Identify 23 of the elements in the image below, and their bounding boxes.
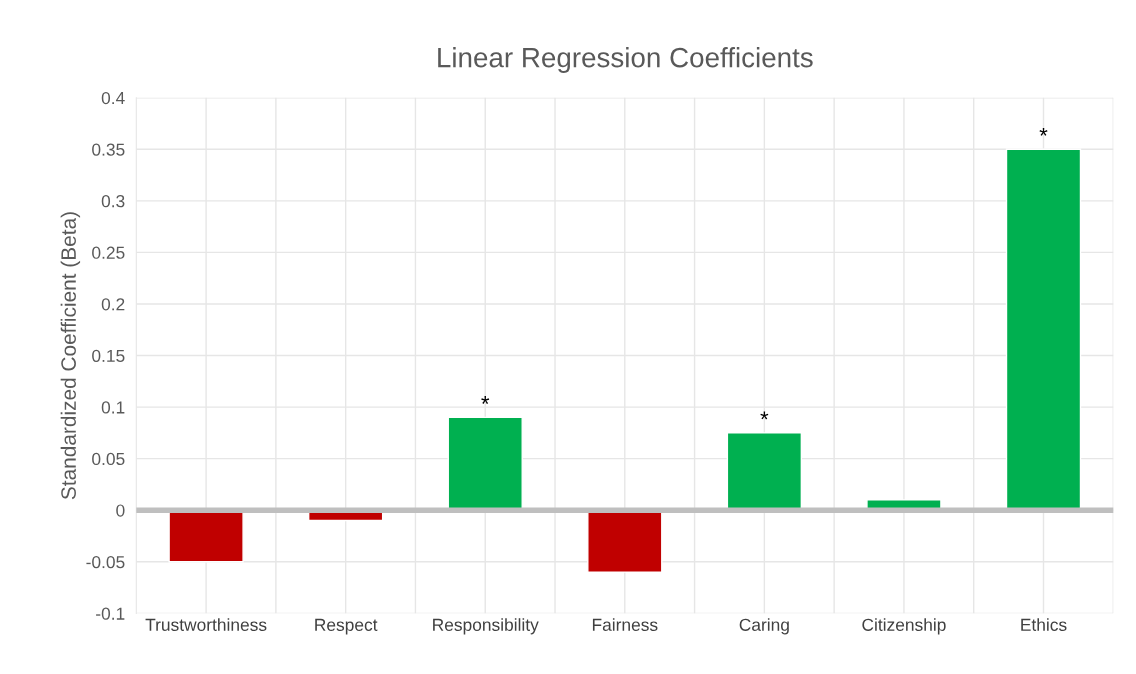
y-axis-title: Standardized Coefficient (Beta) xyxy=(60,212,81,500)
annotation: * xyxy=(1039,128,1048,136)
y-tick-label: 0 xyxy=(116,504,125,517)
y-tick-label: 0.4 xyxy=(101,91,125,105)
y-tick-label: 0.2 xyxy=(101,298,125,311)
x-tick-label: Caring xyxy=(739,618,789,635)
x-tick-label: Fairness xyxy=(592,618,658,631)
y-tick-label: 0.35 xyxy=(92,143,125,156)
x-tick-label: Trustworthiness xyxy=(145,618,267,631)
y-tick-label: 0.3 xyxy=(101,195,125,208)
x-tick-label: Ethics xyxy=(1021,618,1067,631)
y-tick-label: -0.05 xyxy=(86,555,125,569)
x-tick-label: Responsibility xyxy=(433,618,539,635)
y-tick-label: 0.25 xyxy=(92,246,125,259)
chart-title: Linear Regression Coefficients xyxy=(438,47,813,73)
y-tick-label: 0.1 xyxy=(101,401,125,414)
annotation: * xyxy=(481,396,490,404)
annotation: * xyxy=(760,411,769,420)
x-tick-label: Citizenship xyxy=(862,618,946,635)
y-tick-label: 0.05 xyxy=(92,452,125,466)
y-tick-label: -0.1 xyxy=(96,607,125,620)
x-tick-label: Respect xyxy=(315,618,378,635)
y-tick-label: 0.15 xyxy=(92,349,125,362)
